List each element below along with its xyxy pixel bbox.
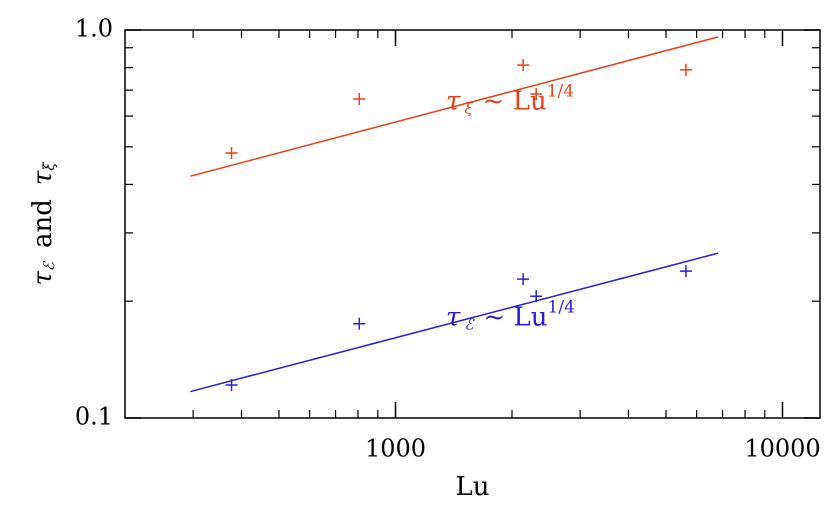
data-point — [679, 265, 692, 278]
annotation-sup: 1/4 — [548, 297, 575, 317]
data-point — [530, 87, 543, 100]
x-tick-label: 1000 — [365, 435, 426, 463]
data-point — [517, 273, 530, 286]
x-axis-label: Lu — [455, 472, 489, 502]
y-label-sub: ξ — [40, 162, 58, 171]
annotation-text: ~ Lu — [483, 87, 547, 117]
y-tick-label: 1.0 — [75, 15, 113, 43]
y-label-sub: ℰ — [40, 260, 58, 271]
fit-annotation: τ ℰ ~ Lu1/4 — [446, 297, 575, 334]
annotation-text: ~ Lu — [483, 302, 547, 332]
y-label-symbol: τ — [28, 271, 58, 286]
annotation-sub: ξ — [464, 100, 473, 118]
annotation-sup: 1/4 — [547, 81, 574, 101]
x-tick-label: 10000 — [744, 435, 820, 463]
data-point — [679, 63, 692, 76]
annotation-sub: ℰ — [464, 315, 475, 333]
data-point — [517, 59, 530, 72]
plot-frame — [124, 29, 821, 419]
y-axis-label: τℰandτξ — [28, 162, 58, 286]
data-point — [353, 317, 366, 330]
y-label-mid: and — [28, 199, 58, 248]
fit-line — [190, 36, 719, 177]
annotation-symbol: τ — [446, 302, 461, 332]
y-tick-label: 0.1 — [75, 403, 113, 431]
y-label-symbol: τ — [28, 170, 58, 185]
data-point — [353, 92, 366, 105]
data-point — [225, 146, 238, 159]
annotation-symbol: τ — [446, 87, 461, 117]
fit-line — [190, 252, 719, 393]
fit-annotation: τ ξ ~ Lu1/4 — [446, 81, 574, 118]
